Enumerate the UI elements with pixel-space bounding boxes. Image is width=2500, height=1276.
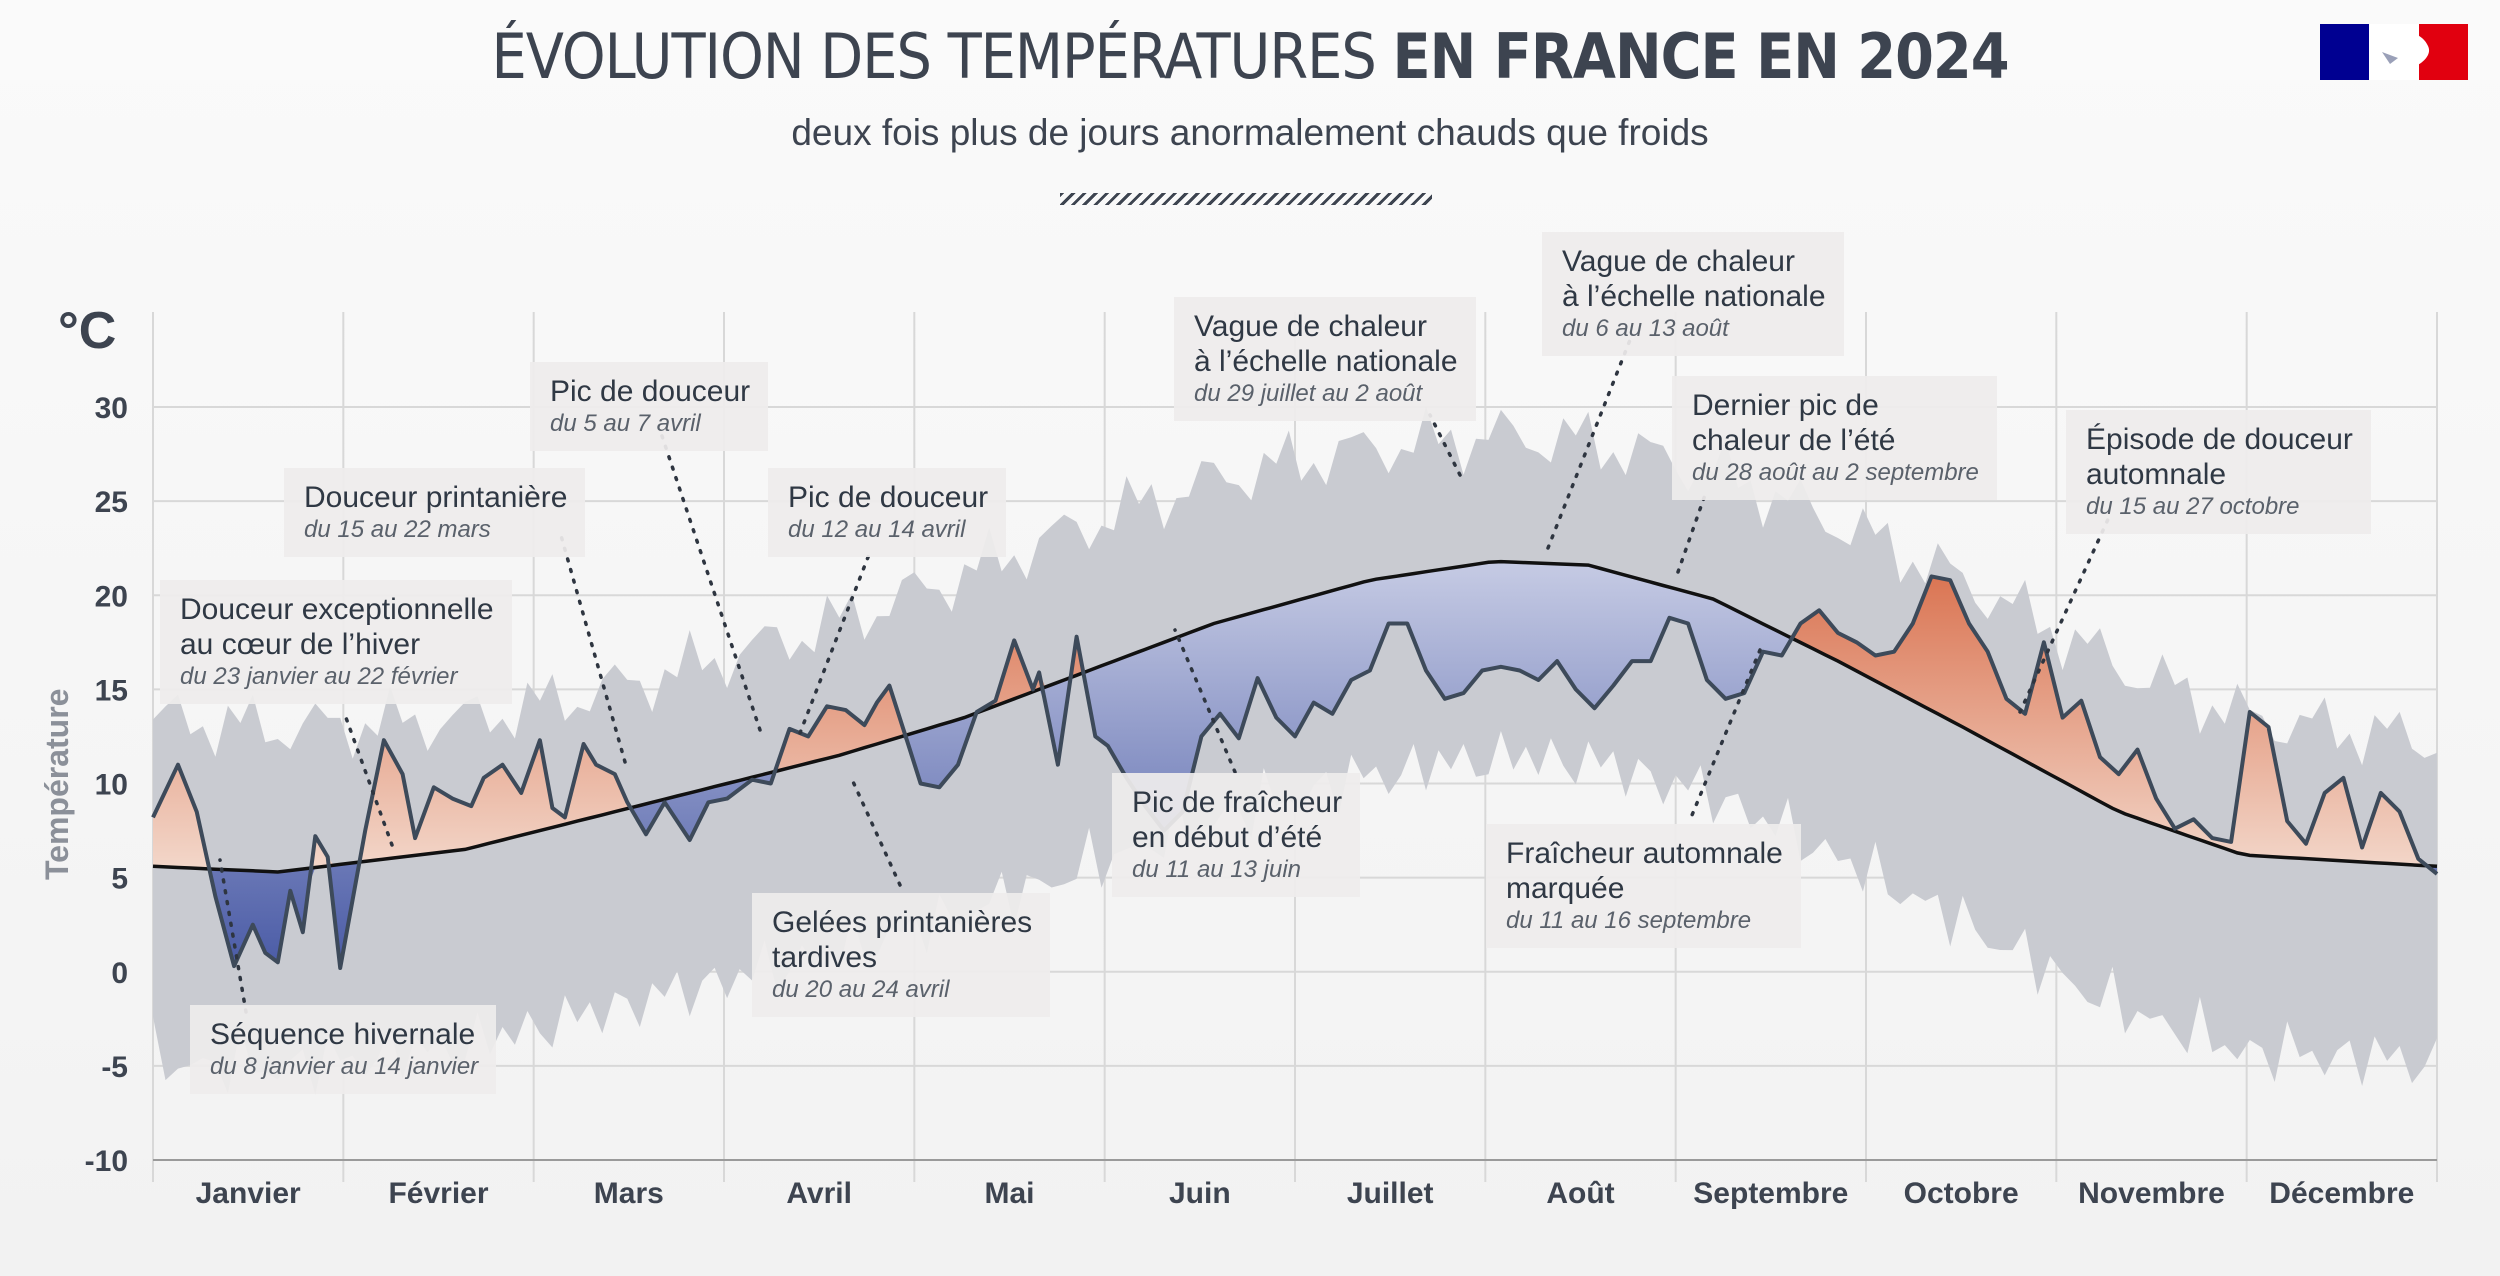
- y-tick-label: -5: [101, 1051, 128, 1084]
- cold-anomaly-area: [153, 561, 2437, 968]
- annotation-label-2: tardives: [772, 941, 878, 974]
- annotation-dates: du 5 au 7 avril: [550, 410, 701, 437]
- annotation-fraicheur-automnale: Fraîcheur automnale marquée du 11 au 16 …: [1486, 824, 1801, 948]
- x-tick-label: Mai: [984, 1177, 1034, 1210]
- annotation-gelees-printanieres: Gelées printanières tardives du 20 au 24…: [752, 893, 1051, 1017]
- marianne-logo-icon: [2320, 24, 2468, 80]
- annotation-label: Fraîcheur automnale: [1506, 837, 1783, 870]
- annotation-douceur-printaniere: Douceur printanière du 15 au 22 mars: [284, 468, 586, 557]
- y-axis-title: Température: [39, 689, 75, 880]
- annotation-label: Pic de douceur: [550, 375, 751, 408]
- annotation-label-2: à l’échelle nationale: [1562, 280, 1826, 313]
- annotation-dates: du 15 au 27 octobre: [2086, 493, 2300, 520]
- annotation-label-2: en début d’été: [1132, 821, 1323, 854]
- y-tick-label: 10: [95, 769, 128, 802]
- x-tick-label: Juillet: [1347, 1177, 1434, 1210]
- title-bold: EN FRANCE EN 2024: [1392, 20, 2010, 93]
- page-subtitle: deux fois plus de jours anormalement cha…: [791, 112, 1709, 153]
- daily-temperature-line: [151, 574, 2439, 970]
- annotation-leader: [1173, 628, 1237, 774]
- hatched-divider: [1060, 193, 1432, 205]
- annotation-leader: [558, 530, 627, 764]
- x-tick-label: Janvier: [196, 1177, 301, 1210]
- annotation-dates: du 12 au 14 avril: [788, 516, 966, 543]
- annotation-leader: [1688, 648, 1762, 822]
- x-tick-label: Octobre: [1904, 1177, 2019, 1210]
- title-light: ÉVOLUTION DES TEMPÉRATURES: [491, 20, 1376, 93]
- x-tick-label: Décembre: [2269, 1177, 2414, 1210]
- range-envelope: [153, 406, 2437, 1095]
- annotation-label: Pic de douceur: [788, 481, 989, 514]
- annotation-label-2: marquée: [1506, 872, 1625, 905]
- annotation-label: Douceur printanière: [304, 481, 568, 514]
- warm-anomaly-area: [153, 561, 2437, 872]
- annotation-label: Pic de fraîcheur: [1132, 786, 1343, 819]
- annotation-vague-chaleur-2: Vague de chaleur à l’échelle nationale d…: [1542, 232, 1844, 356]
- annotation-dernier-pic-chaleur: Dernier pic de chaleur de l’été du 28 ao…: [1672, 376, 1997, 500]
- y-tick-label: 5: [111, 863, 128, 896]
- annotation-leader: [798, 550, 872, 735]
- annotation-leader: [343, 713, 394, 847]
- annotation-label: Épisode de douceur: [2086, 423, 2353, 456]
- annotation-leader: [1676, 493, 1707, 574]
- y-tick-label: 30: [95, 392, 128, 425]
- annotation-label: Douceur exceptionnelle: [180, 593, 494, 626]
- annotation-dates: du 29 juillet au 2 août: [1194, 380, 1423, 407]
- annotation-pic-douceur-2: Pic de douceur du 12 au 14 avril: [768, 468, 1007, 557]
- x-tick-label: Août: [1546, 1177, 1614, 1210]
- annotation-dates: du 23 janvier au 22 février: [180, 663, 458, 690]
- x-tick-label: Avril: [786, 1177, 852, 1210]
- annotation-leader: [2018, 513, 2112, 714]
- unit-label: °C: [58, 302, 116, 360]
- annotation-dates: du 28 août au 2 septembre: [1692, 459, 1979, 486]
- annotation-label: Vague de chaleur: [1562, 245, 1795, 278]
- logo-blue: [2320, 24, 2369, 80]
- x-tick-label: Novembre: [2078, 1177, 2225, 1210]
- annotation-label: Vague de chaleur: [1194, 310, 1427, 343]
- annotation-dates: du 20 au 24 avril: [772, 976, 950, 1003]
- annotation-label-2: chaleur de l’été: [1692, 424, 1896, 457]
- x-tick-label: Septembre: [1693, 1177, 1848, 1210]
- annotation-leader: [1428, 413, 1462, 477]
- x-tick-label: Juin: [1169, 1177, 1231, 1210]
- annotation-pic-douceur-1: Pic de douceur du 5 au 7 avril: [530, 362, 769, 451]
- annotation-leader: [848, 773, 902, 887]
- annotation-leader: [1546, 338, 1632, 550]
- annotation-dates: du 6 au 13 août: [1562, 315, 1729, 342]
- annotation-label-2: au cœur de l’hiver: [180, 628, 421, 661]
- y-tick-label: 25: [95, 486, 128, 519]
- page-title: ÉVOLUTION DES TEMPÉRATURES EN FRANCE EN …: [0, 20, 2500, 93]
- annotation-sequence-hivernale: Séquence hivernale du 8 janvier au 14 ja…: [190, 1005, 497, 1094]
- annotation-dates: du 11 au 16 septembre: [1506, 907, 1752, 934]
- y-tick-label: 20: [95, 580, 128, 613]
- annotation-leader: [218, 858, 248, 1014]
- annotation-label: Gelées printanières: [772, 906, 1033, 939]
- annotation-leader: [658, 428, 762, 732]
- annotation-label: Dernier pic de: [1692, 389, 1879, 422]
- y-tick-label: 15: [95, 674, 128, 707]
- normal-curve: [152, 559, 2438, 874]
- annotation-douceur-exceptionnelle: Douceur exceptionnelle au cœur de l’hive…: [160, 580, 512, 704]
- annotation-douceur-automnale: Épisode de douceur automnale du 15 au 27…: [2066, 410, 2371, 534]
- x-tick-label: Mars: [594, 1177, 664, 1210]
- annotation-pic-fraicheur: Pic de fraîcheur en début d’été du 11 au…: [1112, 773, 1361, 897]
- annotation-dates: du 8 janvier au 14 janvier: [210, 1053, 479, 1080]
- annotation-dates: du 15 au 22 mars: [304, 516, 491, 543]
- x-tick-label: Février: [388, 1177, 488, 1210]
- annotation-dates: du 11 au 13 juin: [1132, 856, 1302, 883]
- annotation-vague-chaleur-1: Vague de chaleur à l’échelle nationale d…: [1174, 297, 1476, 421]
- y-tick-label: 0: [111, 957, 128, 990]
- annotation-label-2: automnale: [2086, 458, 2227, 491]
- y-tick-label: -10: [85, 1145, 128, 1178]
- annotation-label-2: à l’échelle nationale: [1194, 345, 1458, 378]
- annotation-label: Séquence hivernale: [210, 1018, 476, 1051]
